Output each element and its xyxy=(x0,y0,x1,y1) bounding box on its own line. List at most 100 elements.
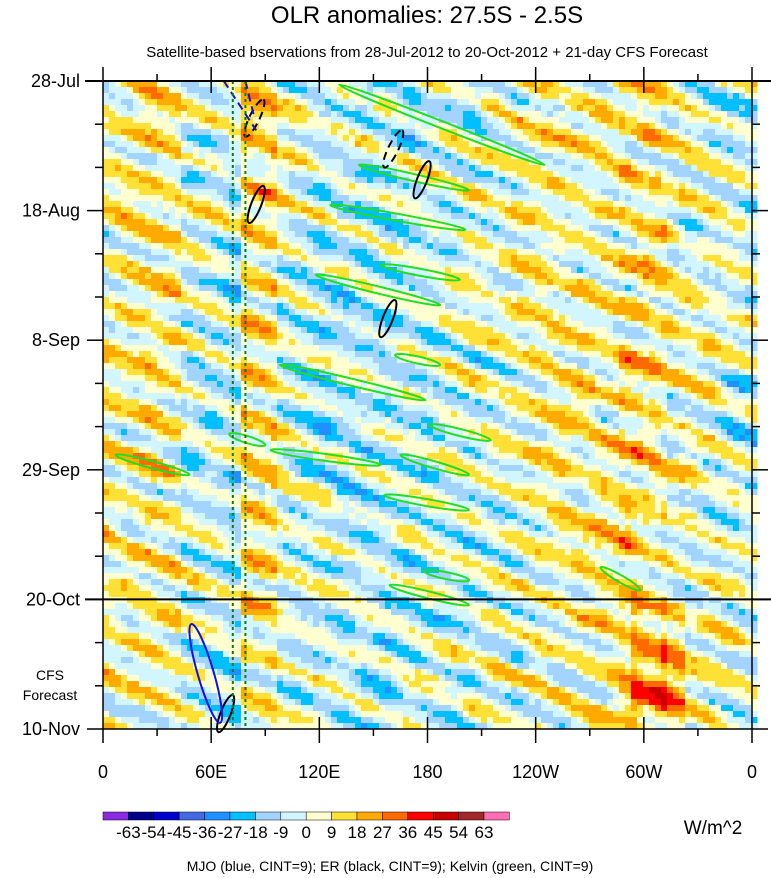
field-cell xyxy=(631,141,638,148)
field-cell xyxy=(637,213,644,220)
field-cell xyxy=(139,321,146,328)
field-cell xyxy=(103,81,110,88)
field-cell xyxy=(727,291,734,298)
field-cell xyxy=(463,141,470,148)
field-cell xyxy=(187,267,194,274)
field-cell xyxy=(661,273,668,280)
field-cell xyxy=(661,93,668,100)
field-cell xyxy=(325,135,332,142)
field-cell xyxy=(361,249,368,256)
field-cell xyxy=(475,279,482,286)
field-cell xyxy=(349,315,356,322)
field-cell xyxy=(499,183,506,190)
field-cell xyxy=(175,213,182,220)
field-cell xyxy=(241,165,248,172)
field-cell xyxy=(295,93,302,100)
field-cell xyxy=(163,303,170,310)
field-cell xyxy=(415,165,422,172)
field-cell xyxy=(295,231,302,238)
field-cell xyxy=(751,189,758,196)
field-cell xyxy=(379,195,386,202)
field-cell xyxy=(163,345,170,352)
field-cell xyxy=(169,243,176,250)
field-cell xyxy=(265,129,272,136)
field-cell xyxy=(733,153,740,160)
field-cell xyxy=(691,303,698,310)
field-cell xyxy=(109,147,116,154)
field-cell xyxy=(421,309,428,316)
field-cell xyxy=(151,93,158,100)
field-cell xyxy=(355,333,362,340)
field-cell xyxy=(343,285,350,292)
field-cell xyxy=(607,255,614,262)
field-cell xyxy=(721,201,728,208)
field-cell xyxy=(445,201,452,208)
field-cell xyxy=(427,93,434,100)
field-cell xyxy=(613,345,620,352)
field-cell xyxy=(631,81,638,88)
field-cell xyxy=(181,135,188,142)
field-cell xyxy=(367,105,374,112)
field-cell xyxy=(535,249,542,256)
field-cell xyxy=(571,153,578,160)
field-cell xyxy=(253,105,260,112)
field-cell xyxy=(745,81,752,88)
field-cell xyxy=(463,165,470,172)
field-cell xyxy=(205,147,212,154)
field-cell xyxy=(169,333,176,340)
field-cell xyxy=(181,111,188,118)
field-cell xyxy=(487,315,494,322)
field-cell xyxy=(103,285,110,292)
field-cell xyxy=(397,99,404,106)
field-cell xyxy=(193,243,200,250)
field-cell xyxy=(127,141,134,148)
field-cell xyxy=(553,261,560,268)
field-cell xyxy=(253,249,260,256)
field-cell xyxy=(307,195,314,202)
field-cell xyxy=(439,207,446,214)
field-cell xyxy=(265,303,272,310)
field-cell xyxy=(625,219,632,226)
field-cell xyxy=(583,171,590,178)
field-cell xyxy=(625,111,632,118)
field-cell xyxy=(517,297,524,304)
field-cell xyxy=(553,195,560,202)
field-cell xyxy=(649,219,656,226)
field-cell xyxy=(319,351,326,358)
field-cell xyxy=(319,171,326,178)
field-cell xyxy=(271,213,278,220)
field-cell xyxy=(421,207,428,214)
field-cell xyxy=(457,315,464,322)
field-cell xyxy=(517,171,524,178)
field-cell xyxy=(391,81,398,88)
field-cell xyxy=(427,291,434,298)
field-cell xyxy=(439,351,446,358)
field-cell xyxy=(637,141,644,148)
field-cell xyxy=(373,273,380,280)
field-cell xyxy=(547,201,554,208)
field-cell xyxy=(361,309,368,316)
field-cell xyxy=(103,249,110,256)
field-cell xyxy=(745,135,752,142)
field-cell xyxy=(571,261,578,268)
field-cell xyxy=(271,351,278,358)
field-cell xyxy=(517,87,524,94)
field-cell xyxy=(703,261,710,268)
field-cell xyxy=(559,165,566,172)
field-cell xyxy=(385,237,392,244)
field-cell xyxy=(667,141,674,148)
field-cell xyxy=(193,195,200,202)
field-cell xyxy=(265,297,272,304)
field-cell xyxy=(403,273,410,280)
field-cell xyxy=(373,303,380,310)
field-cell xyxy=(619,159,626,166)
field-cell xyxy=(349,189,356,196)
field-cell xyxy=(577,273,584,280)
field-cell xyxy=(415,201,422,208)
field-cell xyxy=(163,159,170,166)
field-cell xyxy=(391,135,398,142)
field-cell xyxy=(553,225,560,232)
field-cell xyxy=(187,177,194,184)
field-cell xyxy=(517,213,524,220)
field-cell xyxy=(589,327,596,334)
